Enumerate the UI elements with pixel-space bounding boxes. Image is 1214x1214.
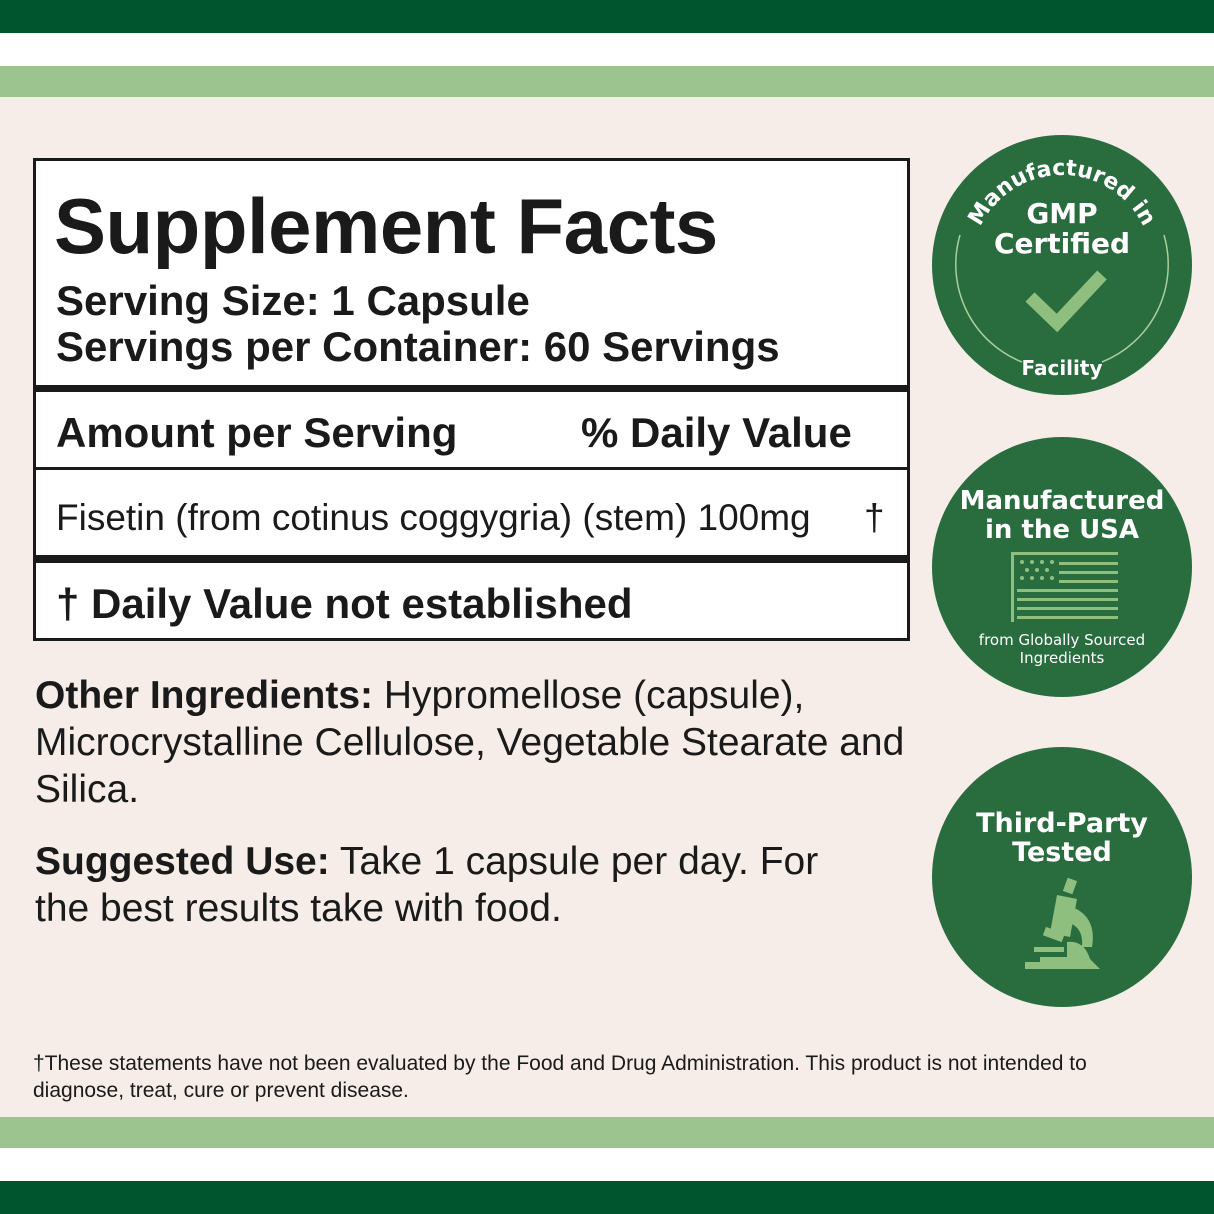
fda-disclaimer: †These statements have not been evaluate… xyxy=(33,1052,1087,1102)
gmp-badge: Manufactured in Facility GMP Certified xyxy=(932,135,1192,395)
usa-badge: Manufactured in the USA from Globally So… xyxy=(932,437,1192,697)
suggested-use-text: Take 1 capsule per day. For the best res… xyxy=(35,840,819,930)
supplement-facts-panel: Supplement Facts Serving Size: 1 Capsule… xyxy=(33,158,910,641)
usa-title: Manufactured in the USA xyxy=(959,486,1165,545)
top-light-band xyxy=(0,66,1214,97)
top-dark-band xyxy=(0,0,1214,33)
facts-title: Supplement Facts xyxy=(54,182,718,270)
other-ingredients-text: Hypromellose (capsule), Microcrystalline… xyxy=(35,674,905,811)
microscope-icon xyxy=(1025,877,1100,969)
divider xyxy=(36,555,907,563)
other-ingredients-label: Other Ingredients: xyxy=(35,674,374,717)
other-ingredients: Other Ingredients: Hypromellose (capsule… xyxy=(35,672,915,813)
dv-footnote: † Daily Value not established xyxy=(56,580,633,627)
checkmark-icon xyxy=(1025,270,1107,333)
bottom-light-band xyxy=(0,1117,1214,1148)
serving-size: Serving Size: 1 Capsule xyxy=(56,277,530,324)
arc-bottom-text: Facility xyxy=(1021,356,1102,380)
gmp-title: GMP Certified xyxy=(993,197,1131,260)
ingredient-fisetin: Fisetin (from cotinus coggygria) (stem) … xyxy=(56,497,811,538)
third-party-badge: Third-Party Tested xyxy=(932,747,1192,1007)
us-flag-icon xyxy=(1011,552,1118,622)
usa-subtitle: from Globally Sourced Ingredients xyxy=(978,631,1146,667)
third-party-title: Third-Party Tested xyxy=(976,808,1148,868)
divider xyxy=(36,467,907,470)
amount-per-serving-header: Amount per Serving xyxy=(56,409,458,456)
ingredient-dv: † xyxy=(864,497,885,538)
suggested-use-label: Suggested Use: xyxy=(35,840,330,883)
servings-per-container: Servings per Container: 60 Servings xyxy=(56,323,780,370)
suggested-use: Suggested Use: Take 1 capsule per day. F… xyxy=(35,838,855,932)
divider xyxy=(36,385,907,392)
top-white-band xyxy=(0,33,1214,66)
bottom-dark-band xyxy=(0,1181,1214,1214)
bottom-white-band xyxy=(0,1148,1214,1181)
daily-value-header: % Daily Value xyxy=(581,409,852,456)
